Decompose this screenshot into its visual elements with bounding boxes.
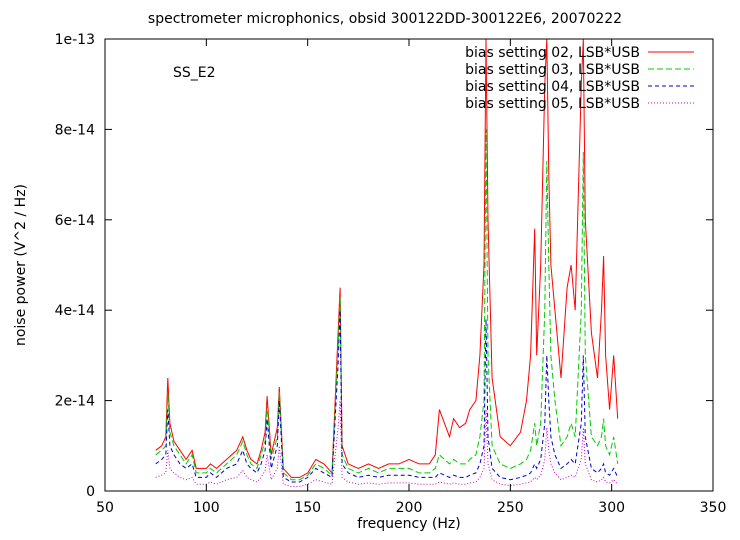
x-axis: 50 100 150 200 250 300 350 (96, 39, 726, 516)
chart-title: spectrometer microphonics, obsid 300122D… (148, 11, 622, 27)
y-tick-label: 4e-14 (55, 303, 95, 319)
x-tick-label: 350 (700, 500, 727, 516)
series-layer (155, 38, 619, 487)
x-tick-label: 250 (497, 500, 524, 516)
series-line-2 (155, 129, 619, 481)
y-tick-label: 0 (86, 484, 95, 500)
legend-label-2: bias setting 03, LSB*USB (465, 62, 640, 78)
series-line-3 (155, 310, 619, 483)
series-line-1 (155, 38, 619, 478)
x-tick-label: 100 (193, 500, 220, 516)
y-axis: 0 2e-14 4e-14 6e-14 8e-14 1e-13 (55, 32, 713, 500)
y-tick-label: 8e-14 (55, 122, 95, 138)
y-tick-label: 1e-13 (55, 32, 95, 48)
x-tick-label: 150 (294, 500, 321, 516)
annotation-ss-e2: SS_E2 (173, 65, 216, 81)
y-axis-label: noise power (V^2 / Hz) (13, 184, 29, 346)
legend-label-1: bias setting 02, LSB*USB (465, 45, 640, 61)
legend-label-3: bias setting 04, LSB*USB (465, 79, 640, 95)
y-tick-label: 6e-14 (55, 213, 95, 229)
x-axis-label: frequency (Hz) (357, 516, 460, 532)
x-tick-label: 300 (598, 500, 625, 516)
x-tick-label: 200 (396, 500, 423, 516)
legend-label-4: bias setting 05, LSB*USB (465, 96, 640, 112)
x-tick-label: 50 (96, 500, 114, 516)
y-tick-label: 2e-14 (55, 394, 95, 410)
series-line-4 (155, 400, 619, 487)
